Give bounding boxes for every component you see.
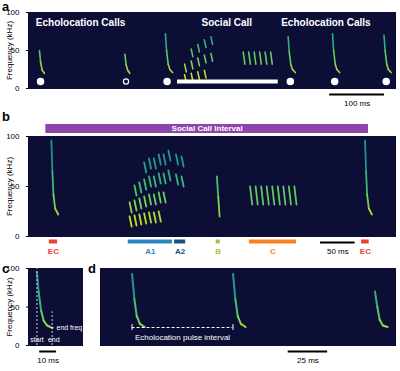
svg-text:Social Call Interval: Social Call Interval [172, 124, 243, 133]
svg-text:100 ms: 100 ms [344, 99, 370, 108]
svg-text:50 ms: 50 ms [327, 247, 349, 256]
svg-text:A2: A2 [175, 247, 186, 256]
svg-text:C: C [270, 247, 276, 256]
svg-text:Frequency (kHz): Frequency (kHz) [5, 277, 14, 336]
svg-text:Echolocation pulse interval: Echolocation pulse interval [135, 333, 230, 342]
svg-text:start: start [30, 336, 44, 343]
svg-text:B: B [215, 247, 221, 256]
svg-text:EC: EC [48, 247, 59, 256]
svg-text:Echolocation Calls: Echolocation Calls [281, 17, 371, 28]
svg-text:Echolocation Calls: Echolocation Calls [36, 17, 126, 28]
svg-text:end freq: end freq [57, 324, 83, 332]
svg-text:0: 0 [15, 232, 20, 241]
svg-text:EC: EC [360, 247, 371, 256]
svg-text:25 ms: 25 ms [297, 356, 319, 365]
svg-text:Frequency (kHz): Frequency (kHz) [5, 157, 14, 216]
svg-text:100: 100 [6, 132, 20, 141]
svg-text:Social Call: Social Call [202, 17, 253, 28]
svg-text:10 ms: 10 ms [37, 356, 59, 365]
svg-text:Frequency (kHz): Frequency (kHz) [5, 21, 14, 80]
svg-text:end: end [48, 336, 60, 343]
svg-text:A1: A1 [145, 247, 156, 256]
svg-text:0: 0 [15, 84, 20, 93]
svg-text:0: 0 [15, 341, 20, 350]
